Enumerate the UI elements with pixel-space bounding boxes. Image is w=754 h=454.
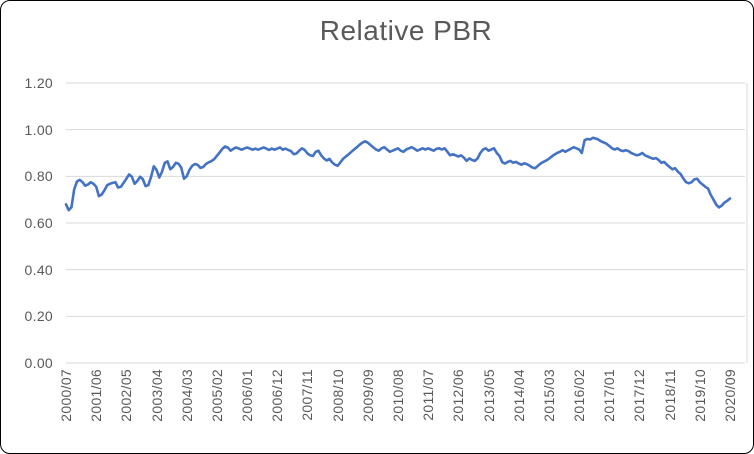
x-axis-tick-label: 2010/08	[390, 369, 406, 422]
y-axis-tick-label: 1.20	[24, 75, 53, 91]
x-axis-tick-label: 2007/11	[299, 369, 316, 421]
x-axis-tick-label: 2004/03	[178, 369, 195, 422]
x-axis-tick-label: 2002/05	[118, 369, 135, 422]
y-axis-tick-label: 0.80	[24, 168, 53, 185]
x-axis-tick-label: 2005/02	[208, 369, 225, 422]
x-axis-tick-label: 2014/04	[510, 369, 527, 422]
y-axis-tick-label: 0.40	[24, 261, 53, 278]
x-axis-tick-label: 2001/06	[88, 369, 105, 422]
x-axis-tick-label: 2020/09	[722, 369, 738, 422]
x-axis-tick-label: 2011/07	[420, 369, 437, 421]
x-axis-tick-label: 2000/07	[58, 369, 74, 422]
x-axis-tick-label: 2006/12	[269, 369, 286, 422]
x-axis-tick-label: 2012/06	[450, 369, 467, 422]
x-axis-tick-label: 2019/10	[691, 369, 708, 422]
chart-title: Relative PBR	[319, 15, 493, 46]
x-axis-tick-label: 2017/12	[631, 369, 648, 422]
y-axis-tick-label: 0.20	[24, 308, 53, 325]
x-axis-tick-label: 2009/09	[359, 369, 376, 422]
y-axis-tick-label: 0.00	[24, 355, 53, 371]
y-axis-tick-label: 0.60	[24, 215, 53, 231]
x-axis-tick-label: 2018/11	[661, 369, 678, 421]
x-axis-tick-label: 2017/01	[601, 369, 618, 422]
x-axis-tick-label: 2013/05	[480, 369, 497, 422]
x-axis-tick-label: 2016/02	[571, 369, 588, 422]
x-axis-tick-label: 2003/04	[148, 369, 165, 422]
relative-pbr-line-series	[64, 136, 732, 212]
x-axis-tick-label: 2008/10	[329, 369, 346, 422]
x-axis-tick-label: 2015/03	[540, 369, 557, 422]
x-axis-tick-label: 2006/01	[239, 369, 256, 422]
y-axis-tick-label: 1.00	[24, 121, 53, 138]
